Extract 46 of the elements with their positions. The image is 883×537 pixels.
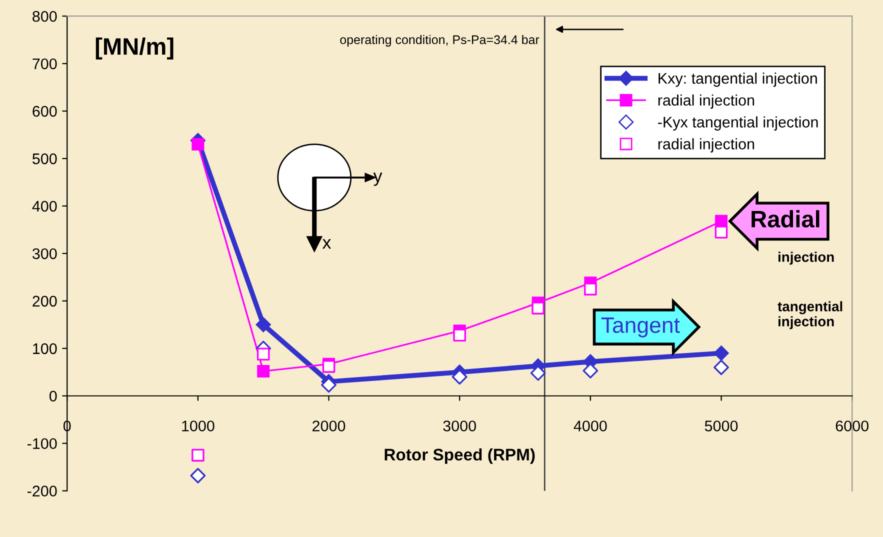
- x-tick-label: 1000: [182, 420, 214, 432]
- y-tick-label: 0: [49, 390, 57, 402]
- y-tick-label: 100: [33, 343, 57, 354]
- legend-label: radial injection: [658, 138, 754, 152]
- x-tick-label: 2000: [312, 420, 346, 432]
- point: [192, 448, 204, 462]
- y-tick-label: 500: [32, 153, 57, 164]
- point: [256, 317, 271, 332]
- point: [714, 346, 729, 361]
- x-axis-title: Rotor Speed (RPM): [384, 448, 535, 464]
- y-tick-label: 300: [32, 248, 57, 260]
- x-tick-label: 4000: [574, 420, 607, 432]
- annotation: injection: [778, 252, 834, 265]
- point: [714, 226, 728, 238]
- annotation: [MN/m]: [96, 37, 174, 60]
- point: [584, 282, 597, 296]
- x-tick-label: 6000: [836, 420, 868, 432]
- point: [453, 328, 466, 342]
- point: [256, 348, 270, 360]
- legend-label: radial injection: [658, 94, 754, 109]
- point: [714, 360, 729, 376]
- y-tick-label: -100: [27, 438, 57, 450]
- point: [257, 364, 270, 378]
- legend-label: -Kyx tangential injection: [658, 116, 818, 131]
- point: [452, 369, 468, 385]
- annotation: operating condition, Ps-Pa=34.4 bar: [340, 34, 540, 47]
- point: [582, 363, 598, 378]
- y-tick-label: 800: [32, 10, 57, 22]
- y-tick-label: 600: [32, 106, 57, 117]
- point: [190, 468, 206, 484]
- y-tick-label: -200: [27, 486, 57, 497]
- point: [530, 365, 546, 381]
- x-tick-label: 5000: [704, 420, 738, 432]
- legend-label: Kxy: tangential injection: [658, 72, 817, 87]
- point: [532, 302, 544, 314]
- annotation: x: [322, 239, 332, 249]
- annotation: Tangent: [601, 318, 680, 338]
- annotation: tangential injection: [778, 301, 842, 330]
- y-tick-label: 400: [32, 200, 57, 212]
- x-tick-label: 3000: [443, 420, 476, 432]
- point: [322, 360, 336, 373]
- y-tick-label: 200: [32, 296, 57, 307]
- y-tick-label: 700: [32, 58, 57, 70]
- annotation: y: [373, 172, 382, 186]
- annotation: Radial: [752, 210, 820, 228]
- point: [192, 138, 204, 151]
